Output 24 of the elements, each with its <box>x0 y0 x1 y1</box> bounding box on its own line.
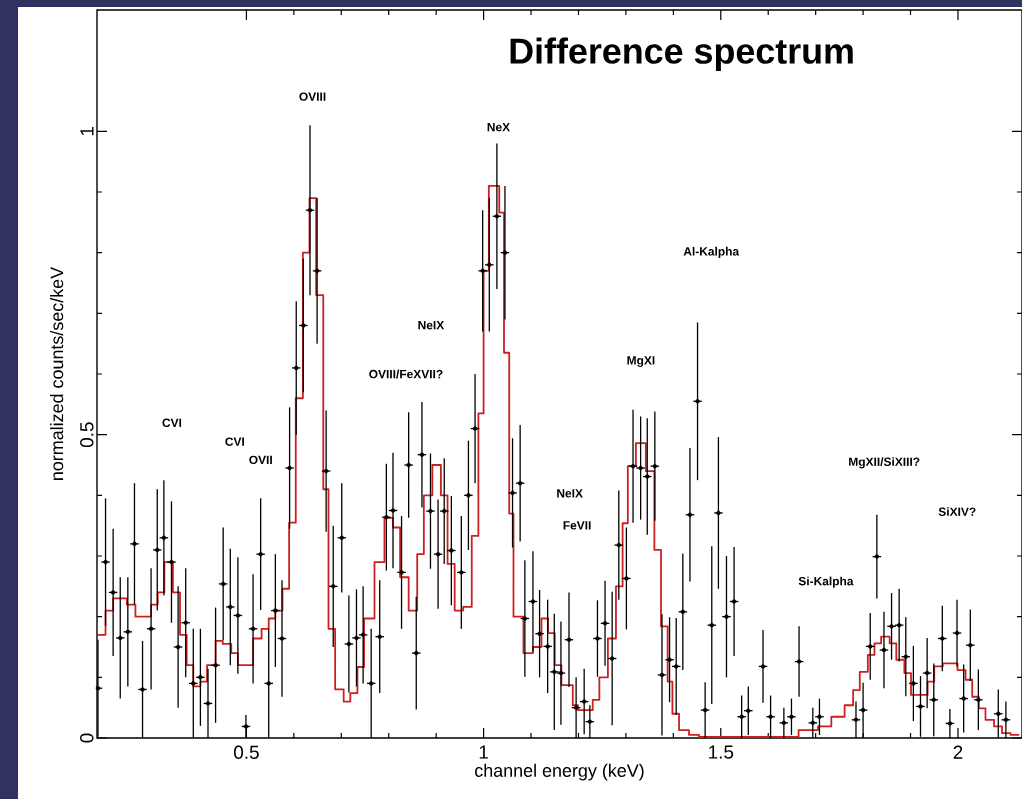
x-tick-label: 2 <box>953 745 963 759</box>
y-tick-label: 0.5 <box>80 422 94 448</box>
y-tick-label: 0 <box>80 733 94 743</box>
annotation: OVIII/FeXVII? <box>369 369 443 379</box>
annotation: Si-Kalpha <box>798 576 854 588</box>
annotation: CVI <box>162 418 182 427</box>
annotation: NeIX <box>418 321 445 330</box>
annotation: OVII <box>249 455 272 465</box>
x-axis-title: channel energy (keV) <box>475 763 644 781</box>
annotation: Al-Kalpha <box>683 246 740 258</box>
x-tick-label: 1.5 <box>709 745 734 759</box>
annotation: NeX <box>487 123 510 132</box>
text: Difference spectrum <box>510 37 853 71</box>
annotation: MgXII/SiXIII? <box>849 457 920 469</box>
y-axis-title: normalized counts/sec/keV <box>50 266 64 480</box>
x-tick-label: 1 <box>479 745 488 759</box>
annotation: FeVII <box>563 521 591 530</box>
annotation: CVI <box>225 437 244 446</box>
y-tick-label: 1 <box>80 127 94 136</box>
x-tick-label: 0.5 <box>234 745 259 759</box>
annotation: MgXI <box>627 356 655 367</box>
annotation: NeIX <box>557 489 583 498</box>
annotation: OVIII <box>299 92 326 101</box>
annotation: SiXIV? <box>938 507 976 516</box>
